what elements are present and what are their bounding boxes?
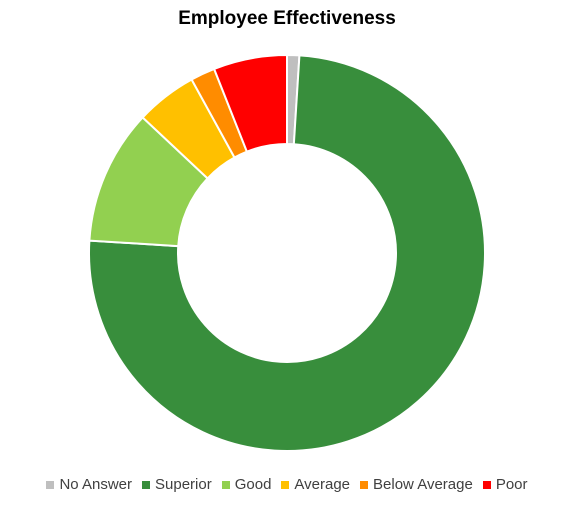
donut-chart <box>88 53 486 452</box>
legend-swatch <box>142 480 151 489</box>
legend-swatch <box>482 480 491 489</box>
legend-label: Poor <box>495 476 528 493</box>
legend-label: Average <box>294 476 351 493</box>
legend-label: Superior <box>155 476 212 493</box>
legend-label: Below Average <box>373 476 473 493</box>
legend-item-superior: Superior <box>142 476 212 493</box>
legend-item-no-answer: No Answer <box>46 476 132 493</box>
legend-swatch <box>360 480 369 489</box>
legend-item-average: Average <box>281 476 350 493</box>
legend-swatch <box>281 480 290 489</box>
slice-superior <box>88 54 486 452</box>
legend-item-below-average: Below Average <box>360 476 473 493</box>
legend-swatch <box>46 480 55 489</box>
legend-swatch <box>221 480 230 489</box>
legend-item-poor: Poor <box>482 476 528 493</box>
chart-legend: No Answer Superior Good Average Below Averag… <box>0 476 574 493</box>
chart-title: Employee Effectiveness <box>178 8 396 29</box>
legend-label: Good <box>234 476 272 493</box>
legend-item-good: Good <box>221 476 272 493</box>
slice-poor <box>212 53 288 153</box>
legend-label: No Answer <box>59 476 133 493</box>
